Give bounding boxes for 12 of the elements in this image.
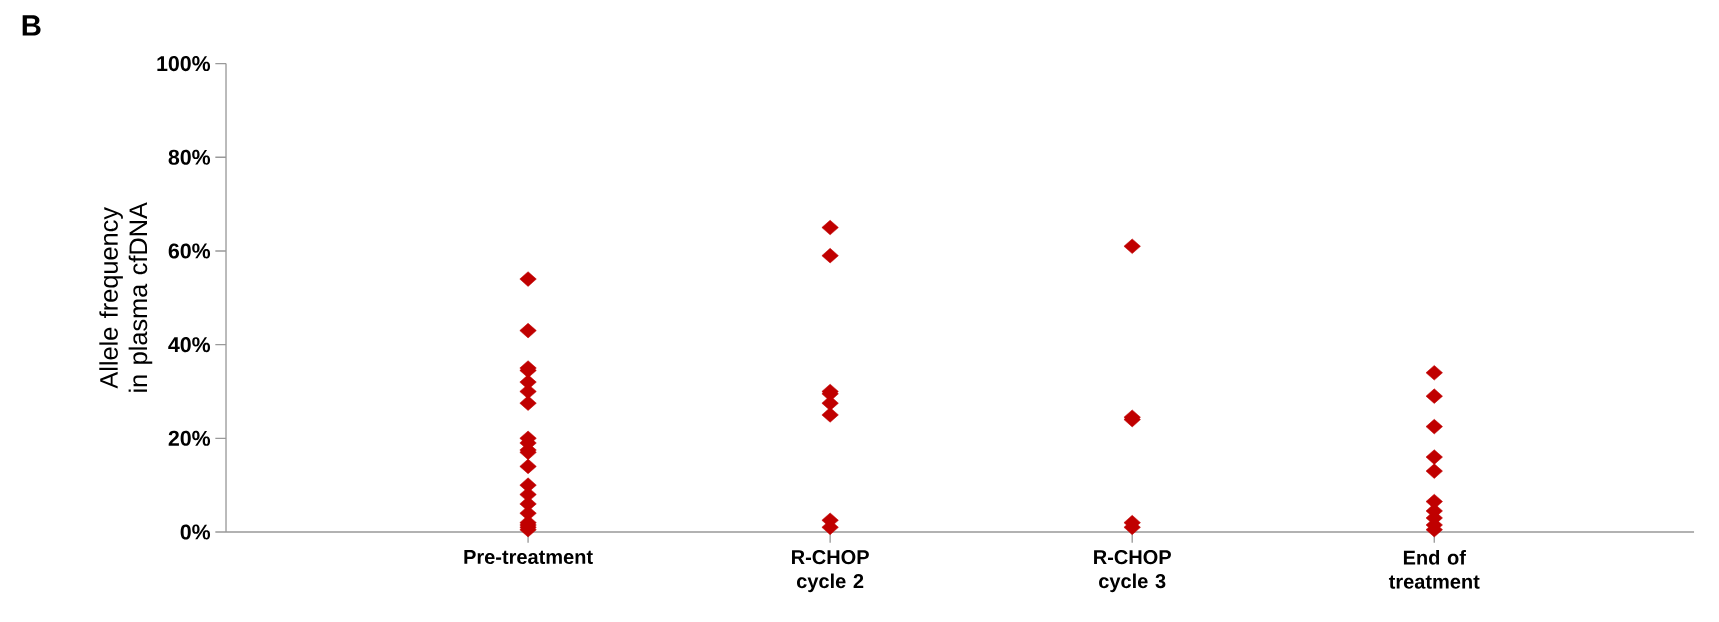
x-tick-label: R-CHOP cycle 2	[792, 550, 869, 593]
y-tick-label: 80%	[168, 149, 211, 165]
y-tick-label: 40%	[168, 337, 211, 353]
y-tick-label: 100%	[157, 56, 211, 72]
y-tick-label: 20%	[168, 430, 211, 446]
y-tick-label: 60%	[168, 243, 211, 259]
x-tick-label: Pre-treatment	[464, 550, 593, 564]
chart-title: B	[22, 15, 41, 36]
y-axis-title: Allele frequency in plasma cfDNA	[99, 202, 153, 392]
x-tick-label: R-CHOP cycle 3	[1094, 550, 1171, 593]
y-tick-label: 0%	[180, 524, 211, 540]
x-tick-label: End of treatment	[1388, 550, 1480, 589]
